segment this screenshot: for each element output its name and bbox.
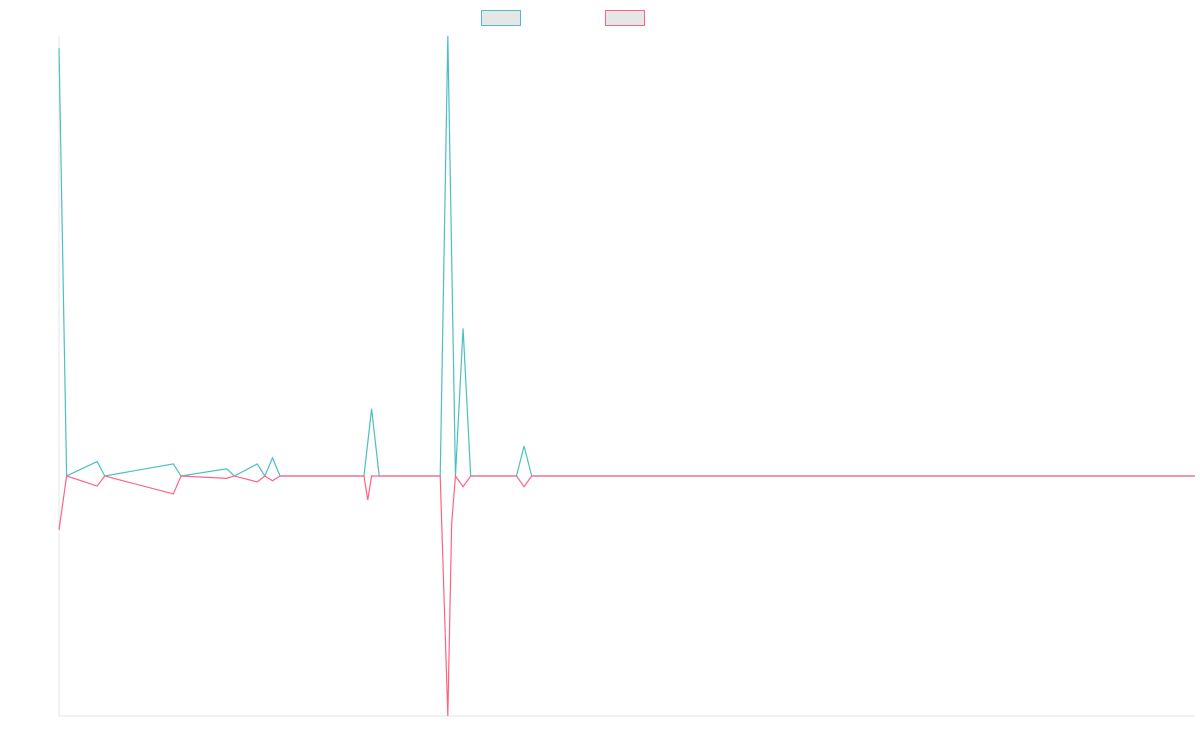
axes: [58, 36, 1195, 717]
series-1-line: [58, 35, 1195, 478]
legend-swatch-series-1[interactable]: [481, 10, 521, 26]
legend: [481, 10, 645, 26]
series-layer: [58, 35, 1195, 717]
legend-swatch-series-2[interactable]: [605, 10, 645, 26]
series-2-line: [58, 474, 1195, 717]
